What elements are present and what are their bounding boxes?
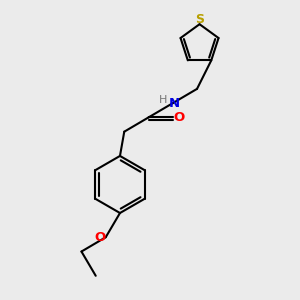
Text: O: O bbox=[173, 111, 185, 124]
Text: N: N bbox=[169, 97, 180, 110]
Text: H: H bbox=[159, 95, 167, 105]
Text: S: S bbox=[195, 13, 204, 26]
Text: O: O bbox=[94, 231, 106, 244]
